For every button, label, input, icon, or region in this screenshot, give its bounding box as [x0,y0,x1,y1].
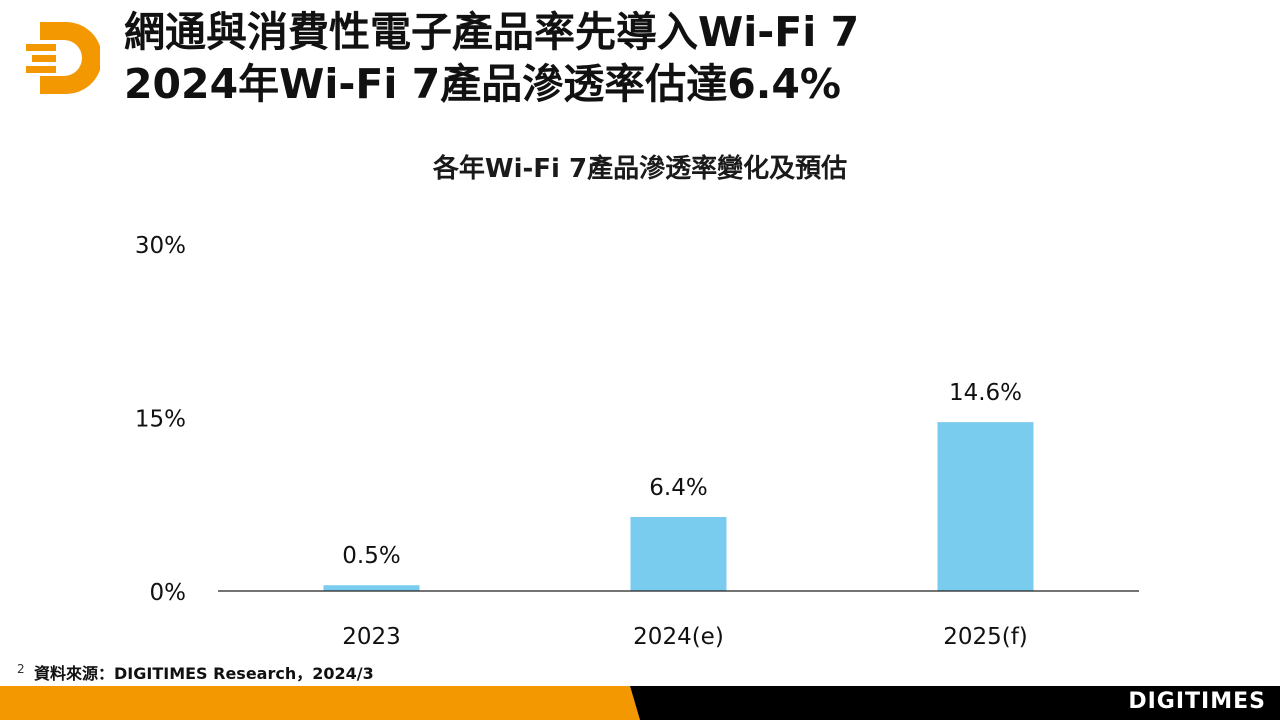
data-label: 6.4% [649,475,707,501]
bar-2025f [937,422,1034,591]
data-label: 0.5% [342,543,400,569]
data-label: 14.6% [949,380,1022,406]
source-note: 資料來源：DIGITIMES Research，2024/3 [34,664,374,683]
slide-title: 網通與消費性電子產品率先導入Wi-Fi 7 2024年Wi-Fi 7產品滲透率估… [124,6,1244,110]
brand-wordmark: DIGITIMES [1128,689,1266,714]
x-tick-label: 2023 [342,624,401,650]
x-tick-label: 2025(f) [943,624,1028,650]
digitimes-logo-icon [26,22,100,94]
y-tick-label: 0% [150,580,187,606]
slide-title-line2: 2024年Wi-Fi 7產品滲透率估達6.4% [124,60,841,108]
slide-title-line1: 網通與消費性電子產品率先導入Wi-Fi 7 [124,8,860,56]
x-tick-label: 2024(e) [633,624,724,650]
bar-2024e [630,516,727,591]
bar-2023 [323,585,420,591]
footer-bar [0,686,1280,720]
page-number: 2 [17,662,25,676]
y-tick-label: 30% [135,233,186,259]
chart-title: 各年Wi-Fi 7產品滲透率變化及預估 [432,154,848,184]
y-tick-label: 15% [135,407,186,433]
